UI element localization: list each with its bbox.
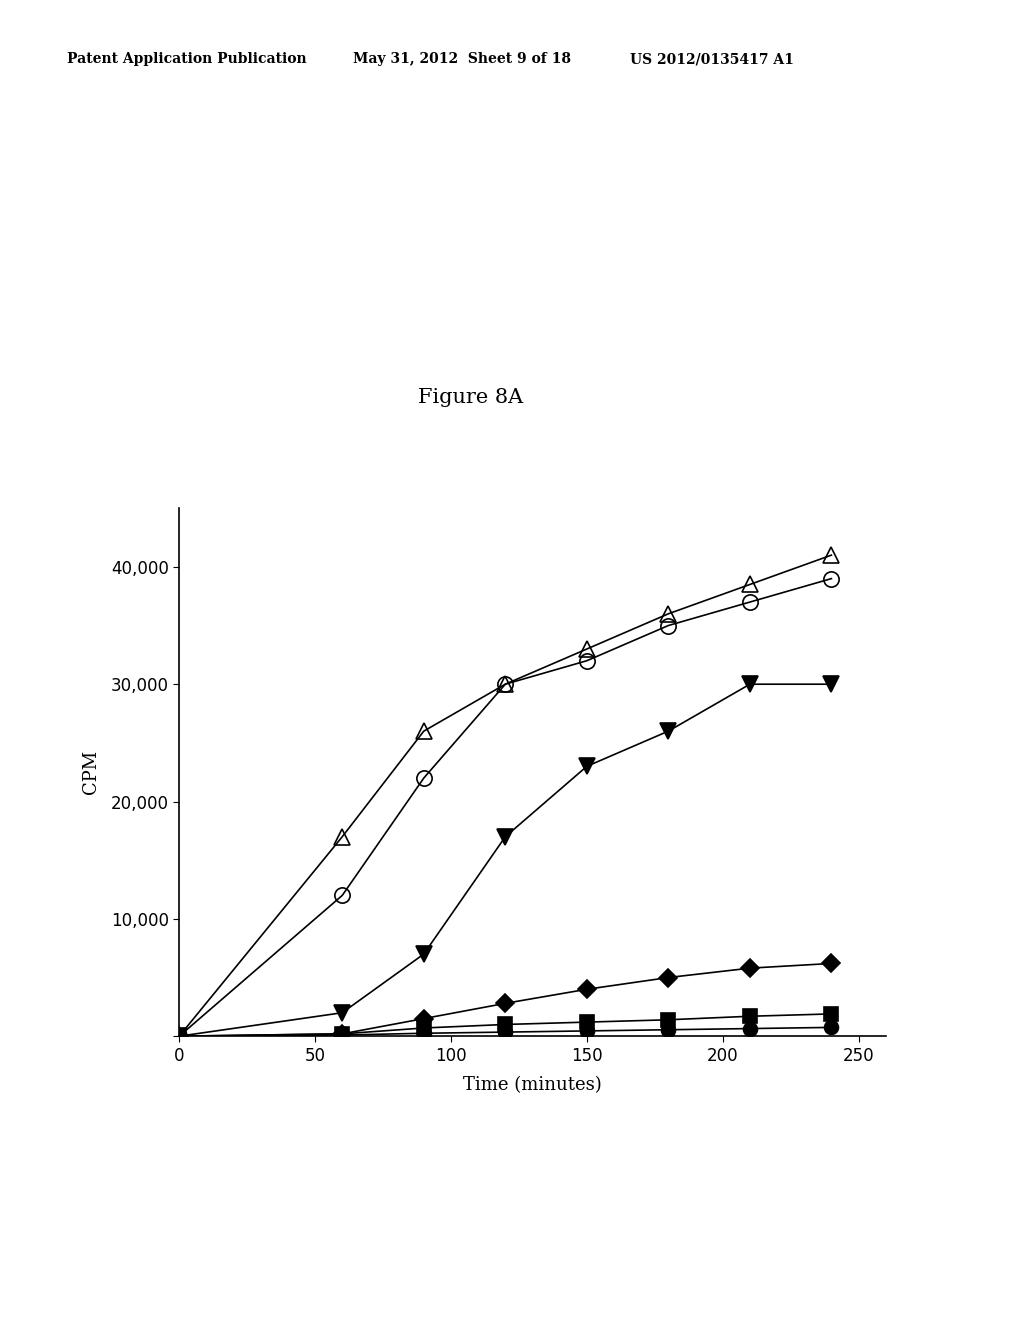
Text: Patent Application Publication: Patent Application Publication [67,53,306,66]
Text: May 31, 2012  Sheet 9 of 18: May 31, 2012 Sheet 9 of 18 [353,53,571,66]
Y-axis label: CPM: CPM [82,750,99,795]
Text: Figure 8A: Figure 8A [419,388,523,407]
Text: US 2012/0135417 A1: US 2012/0135417 A1 [630,53,794,66]
X-axis label: Time (minutes): Time (minutes) [463,1076,602,1094]
